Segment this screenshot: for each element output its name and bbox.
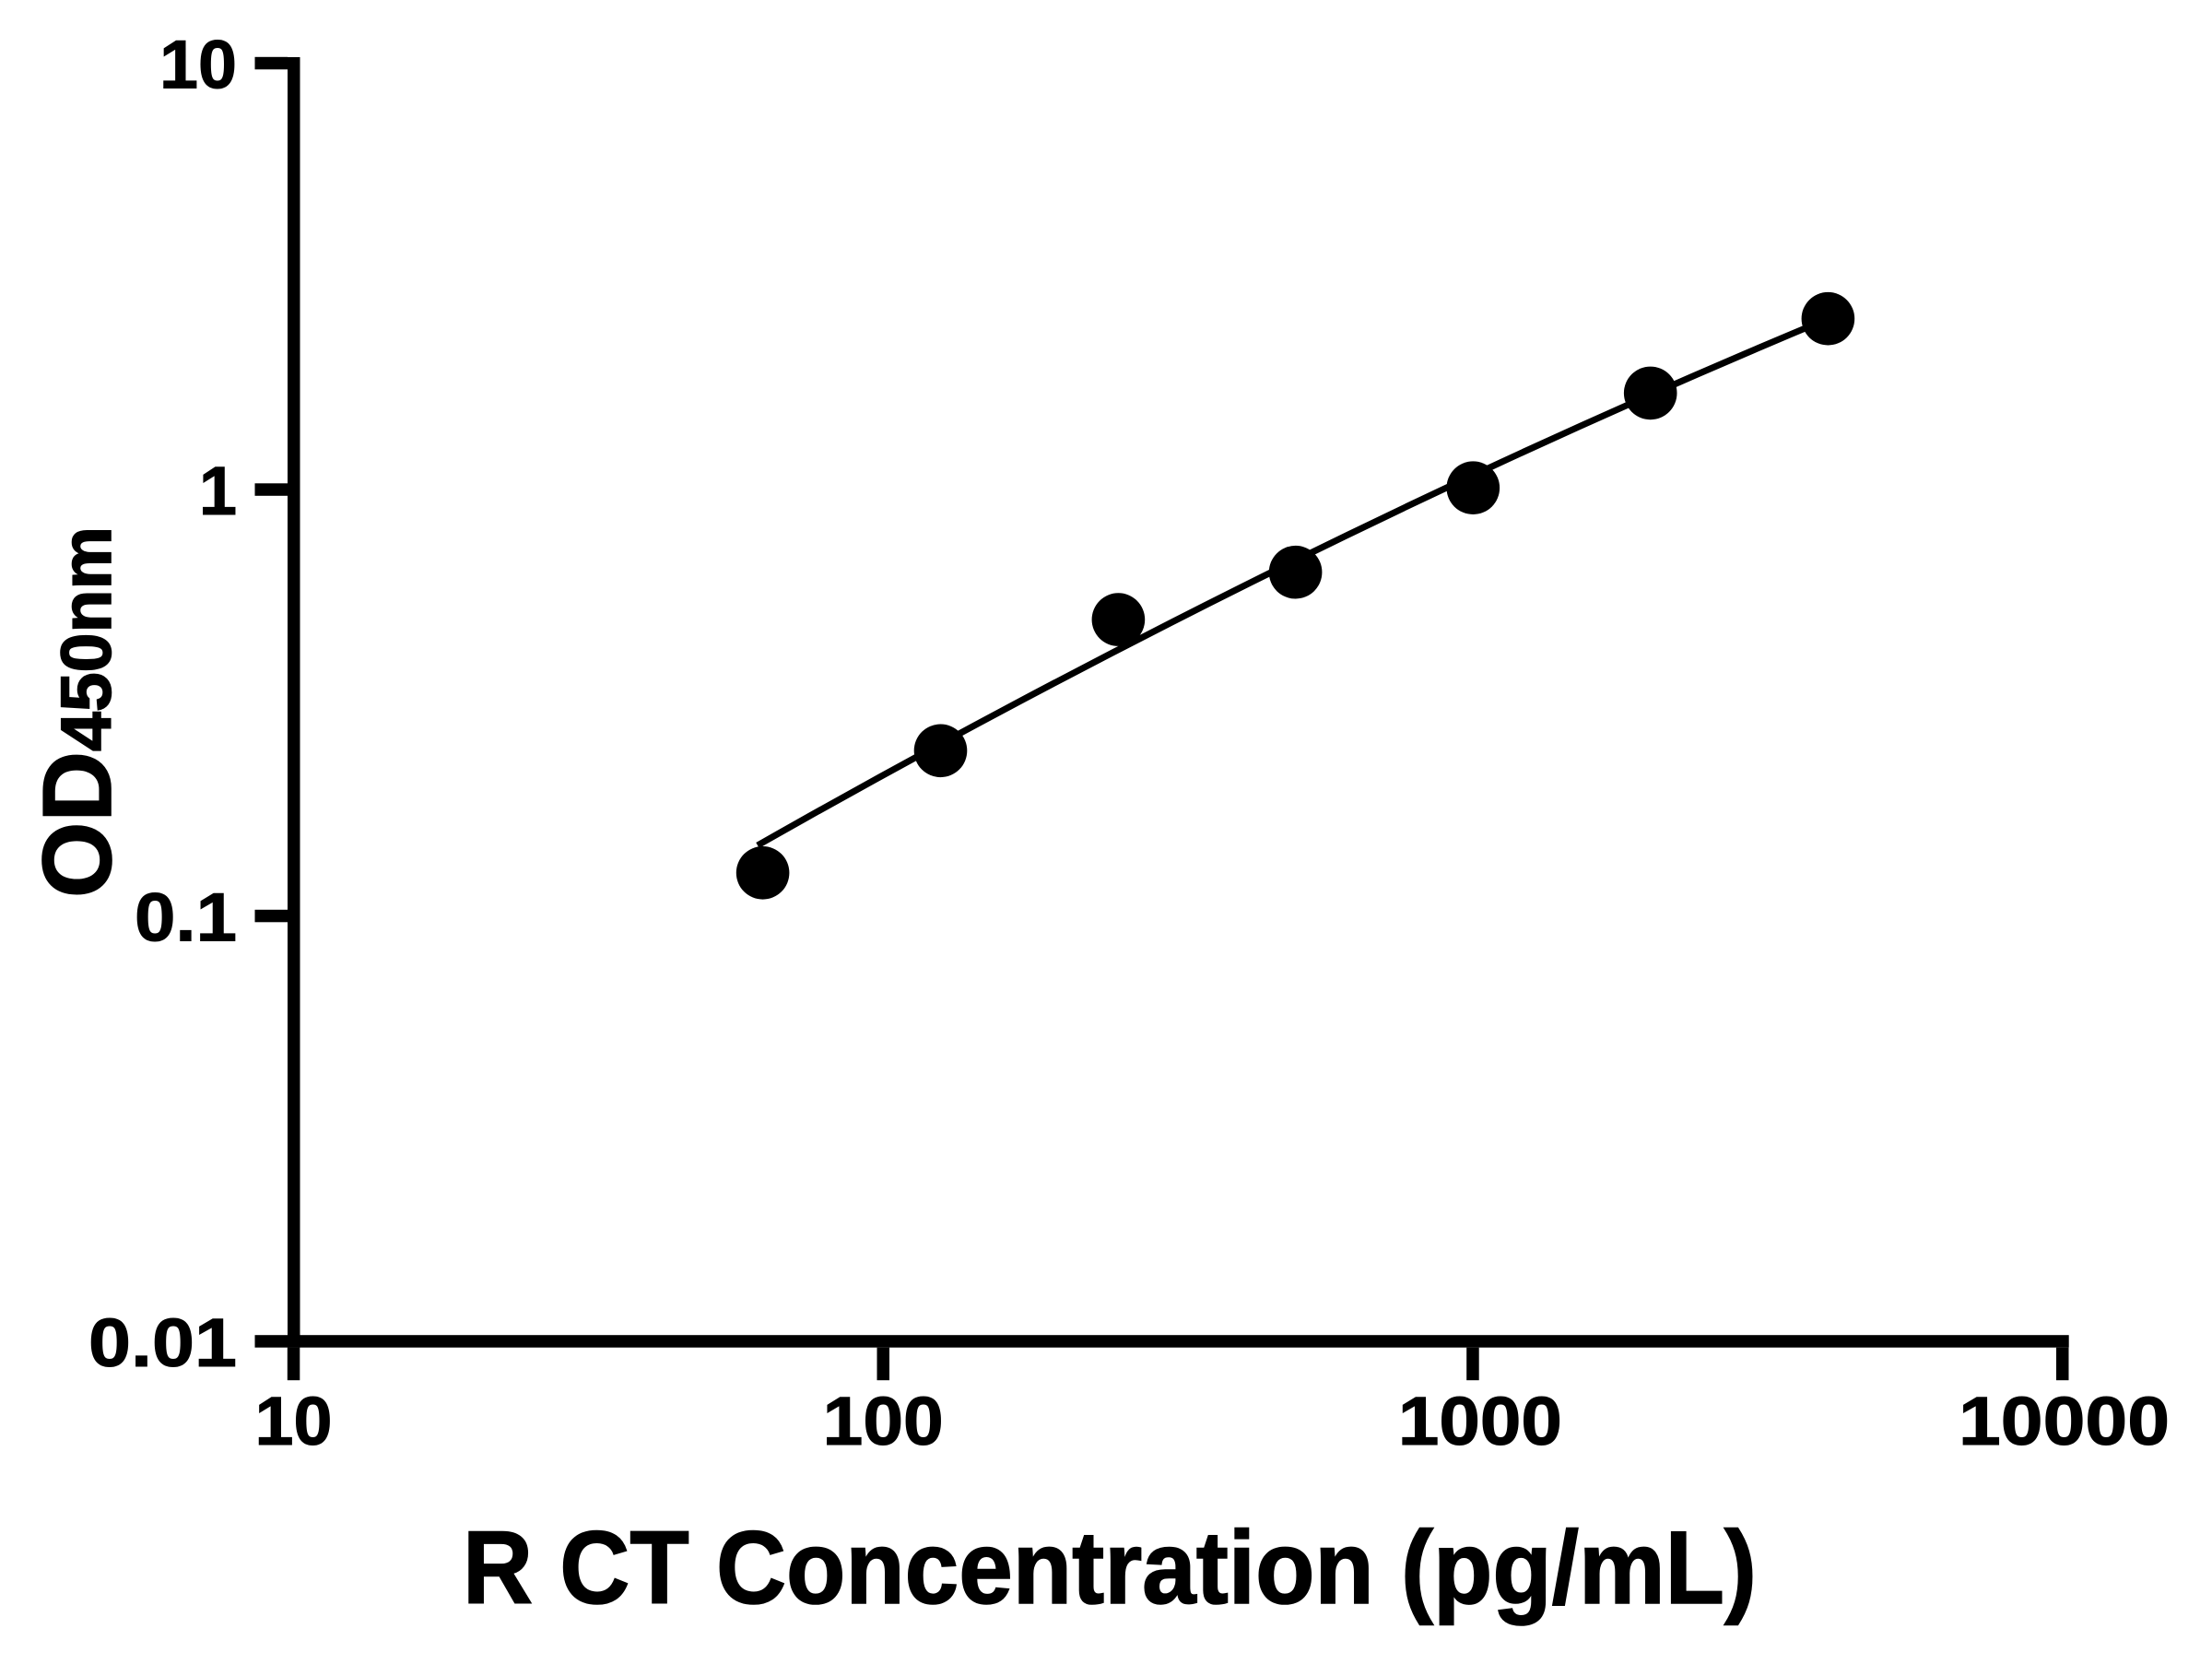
svg-text:0.01: 0.01 [88,1304,237,1381]
svg-text:10: 10 [159,27,237,103]
svg-text:1000: 1000 [1398,1383,1562,1459]
svg-text:10000: 10000 [1959,1383,2170,1459]
svg-text:0.1: 0.1 [135,879,237,956]
svg-text:OD450nm: OD450nm [23,526,132,898]
svg-text:10: 10 [255,1383,333,1459]
svg-text:1: 1 [199,453,237,529]
svg-text:100: 100 [823,1383,944,1459]
svg-text:R CT Concentration (pg/mL): R CT Concentration (pg/mL) [463,1510,1757,1625]
